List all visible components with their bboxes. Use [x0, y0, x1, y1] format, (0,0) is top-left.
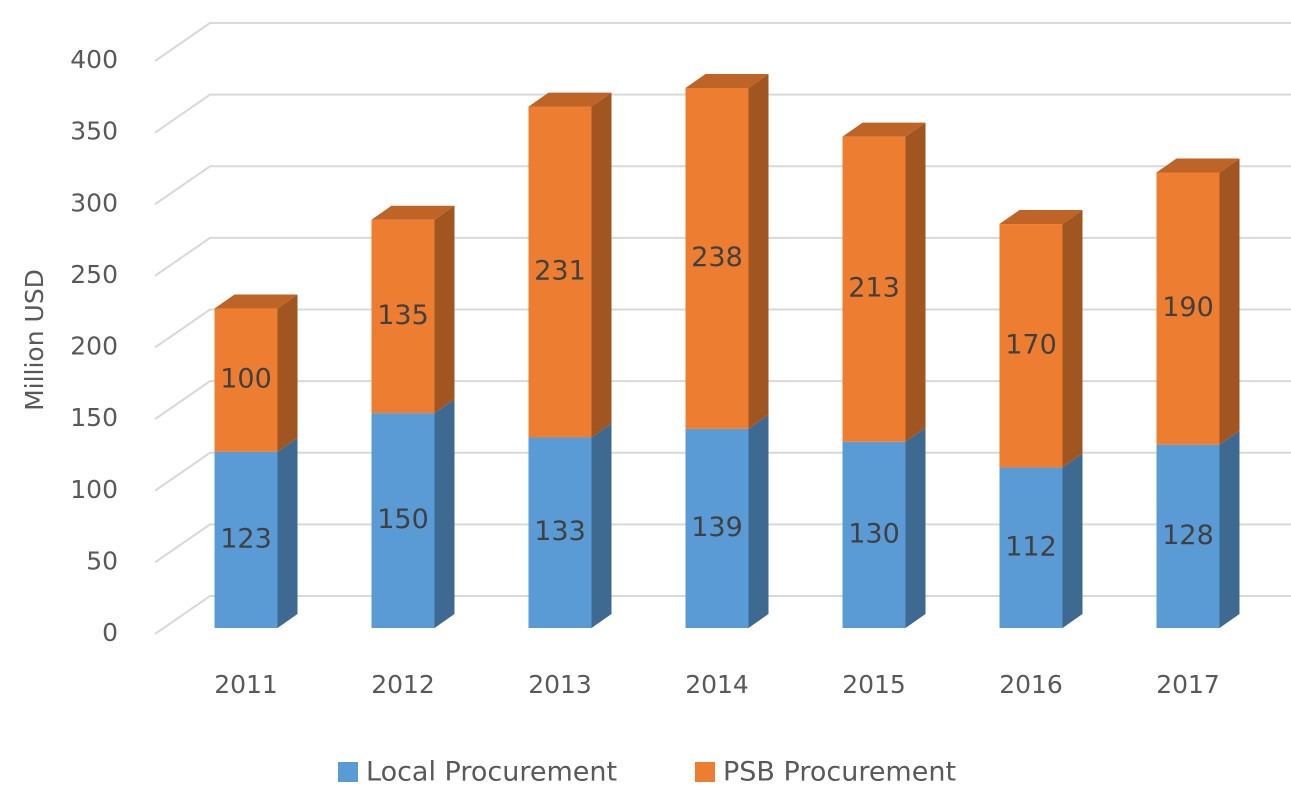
- bar: [371, 219, 435, 414]
- bar-top: [1156, 158, 1240, 173]
- y-tick-label: 300: [70, 188, 118, 217]
- grid-line: [154, 93, 1291, 134]
- grid-line: [154, 523, 1291, 564]
- data-label: 190: [1162, 292, 1214, 323]
- bar-side: [277, 437, 298, 628]
- bar: [528, 437, 592, 628]
- bar-top: [371, 205, 455, 220]
- bar: [214, 308, 278, 452]
- bar-top: [842, 122, 926, 137]
- bar-side: [277, 294, 298, 452]
- bar-side: [1062, 210, 1083, 468]
- bar-side: [1219, 158, 1240, 445]
- bar-side: [434, 399, 455, 628]
- bar-side: [1062, 453, 1083, 628]
- data-label: 112: [1005, 531, 1057, 562]
- bar: [371, 413, 435, 628]
- bar: [1156, 444, 1220, 628]
- x-tick-label: 2015: [842, 670, 906, 699]
- grid-line: [154, 595, 1291, 635]
- bar-side: [1219, 430, 1240, 628]
- y-axis-label: Million USD: [20, 269, 49, 411]
- y-tick-label: 100: [70, 475, 118, 504]
- grid-line: [154, 165, 1291, 206]
- bar: [214, 451, 278, 628]
- bar-side: [905, 427, 926, 628]
- data-label: 150: [377, 504, 429, 535]
- bar: [842, 441, 906, 628]
- grid-line: [154, 308, 1291, 349]
- data-label: 139: [691, 512, 743, 543]
- bar: [528, 106, 592, 438]
- bar-top: [999, 210, 1083, 225]
- grid-line: [154, 380, 1291, 420]
- x-tick-label: 2013: [528, 670, 592, 699]
- bar-side: [591, 423, 612, 628]
- grid-line: [154, 451, 1291, 492]
- legend-label: PSB Procurement: [723, 757, 956, 786]
- bar: [1156, 172, 1220, 445]
- legend-label: Local Procurement: [366, 757, 617, 786]
- bar-top: [685, 73, 769, 88]
- data-label: 213: [848, 273, 900, 304]
- data-label: 170: [1005, 329, 1057, 360]
- x-tick-label: 2014: [685, 670, 749, 699]
- grid-line: [154, 22, 1291, 62]
- x-tick-label: 2017: [1156, 670, 1220, 699]
- y-tick-label: 400: [70, 45, 118, 74]
- x-tick-label: 2012: [371, 670, 435, 699]
- bar: [842, 136, 906, 442]
- bar-side: [591, 92, 612, 438]
- y-tick-label: 250: [70, 260, 118, 289]
- bar-side: [748, 73, 769, 429]
- data-label: 123: [220, 523, 272, 554]
- data-label: 135: [377, 300, 429, 331]
- bar: [999, 467, 1063, 628]
- y-tick-label: 0: [102, 618, 118, 647]
- data-label: 100: [220, 364, 272, 395]
- y-tick-label: 50: [86, 546, 118, 575]
- data-label: 133: [534, 516, 586, 547]
- x-tick-label: 2016: [999, 670, 1063, 699]
- legend-swatch: [338, 762, 358, 782]
- bar: [685, 87, 749, 429]
- y-tick-label: 150: [70, 403, 118, 432]
- grid-line: [154, 236, 1291, 277]
- bar: [685, 428, 749, 628]
- bar-side: [434, 205, 455, 414]
- y-tick-label: 200: [70, 332, 118, 361]
- legend-swatch: [695, 762, 715, 782]
- data-label: 128: [1162, 520, 1214, 551]
- data-label: 231: [534, 256, 586, 287]
- x-tick-label: 2011: [214, 670, 278, 699]
- bar: [999, 224, 1063, 468]
- data-label: 238: [691, 242, 743, 273]
- bar-side: [748, 414, 769, 628]
- bar-top: [214, 294, 298, 309]
- bar-side: [905, 122, 926, 442]
- data-label: 130: [848, 518, 900, 549]
- y-tick-label: 350: [70, 117, 118, 146]
- bar-top: [528, 92, 612, 107]
